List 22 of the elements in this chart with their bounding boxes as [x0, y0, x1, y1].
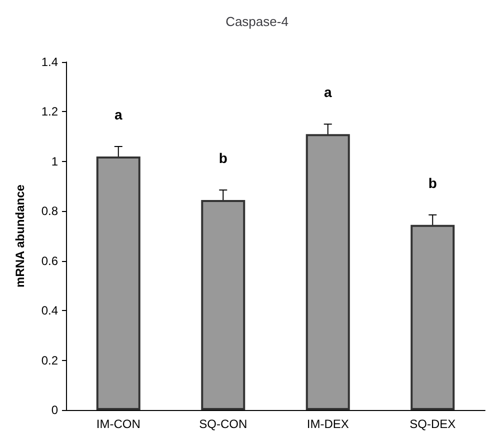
x-tick-label: IM-DEX: [306, 417, 349, 431]
y-tick-label: 0.6: [41, 254, 58, 268]
annotation: a: [114, 106, 122, 123]
y-tick-label: 1.2: [41, 104, 58, 119]
bar: [201, 200, 246, 410]
y-tick-label: 0.4: [41, 304, 58, 318]
x-tick-label: SQ-CON: [199, 417, 248, 431]
y-tick-label: 1.4: [41, 55, 58, 69]
annotation: b: [428, 174, 437, 191]
bar: [410, 224, 455, 410]
x-tick-label: SQ-DEX: [410, 417, 456, 431]
y-tick-label: 0: [51, 403, 58, 417]
x-tick-label: IM-CON: [96, 417, 140, 431]
y-tick-label: 0.8: [41, 204, 58, 218]
annotation: a: [324, 84, 332, 100]
annotation: b: [218, 150, 228, 166]
chart-title: Caspase-4: [226, 14, 288, 29]
bar: [306, 134, 350, 410]
y-tick-label: 0.2: [41, 353, 58, 368]
bar: [96, 156, 140, 410]
y-axis-title: mRNA abundance: [13, 184, 27, 288]
y-tick-label: 1: [51, 154, 58, 168]
